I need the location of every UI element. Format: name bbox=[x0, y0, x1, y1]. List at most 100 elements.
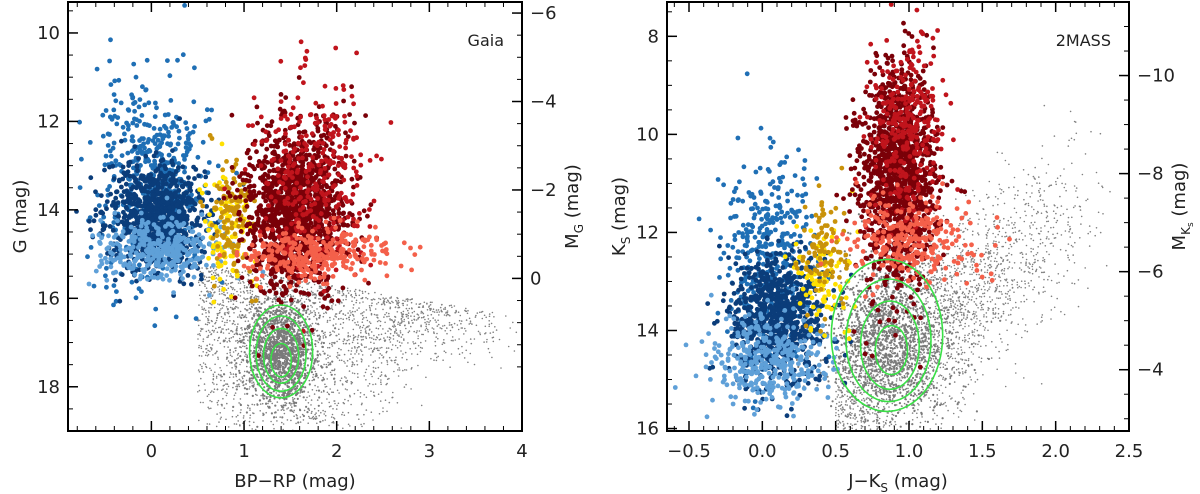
field-star-point bbox=[227, 426, 230, 428]
field-star-point bbox=[282, 428, 285, 431]
field-star-point bbox=[414, 342, 417, 345]
member-star-point bbox=[157, 132, 163, 138]
dense-star-point bbox=[283, 378, 286, 381]
field-star-point bbox=[345, 294, 348, 297]
field-star-point bbox=[201, 299, 204, 301]
field-star-point bbox=[372, 338, 375, 341]
member-star-point bbox=[141, 141, 147, 147]
dense-star-point bbox=[284, 306, 287, 309]
field-star-point bbox=[312, 415, 315, 418]
dense-star-point bbox=[271, 300, 274, 303]
dense-star-point bbox=[265, 397, 268, 400]
field-star-point bbox=[328, 405, 331, 408]
dense-star-point bbox=[271, 313, 275, 316]
field-star-point bbox=[434, 340, 437, 343]
field-star-point bbox=[231, 331, 234, 333]
field-star-point bbox=[206, 280, 208, 283]
field-star-point bbox=[212, 375, 215, 378]
field-star-point bbox=[298, 286, 300, 288]
dense-star-point bbox=[259, 368, 262, 371]
field-star-point bbox=[488, 313, 491, 315]
field-star-point bbox=[356, 347, 359, 349]
field-star-point bbox=[219, 326, 221, 329]
field-star-point bbox=[197, 369, 200, 371]
field-star-point bbox=[289, 293, 292, 296]
field-star-point bbox=[397, 321, 400, 324]
dense-star-point bbox=[291, 350, 294, 353]
dense-star-point bbox=[256, 373, 259, 376]
dense-star-point bbox=[244, 331, 248, 335]
field-star-point bbox=[233, 423, 236, 425]
field-star-point bbox=[420, 324, 422, 327]
field-star-point bbox=[201, 367, 203, 370]
field-star-point bbox=[225, 328, 228, 331]
dense-star-point bbox=[258, 306, 261, 309]
field-star-point bbox=[368, 321, 371, 323]
field-star-point bbox=[246, 335, 248, 338]
field-star-point bbox=[440, 309, 443, 312]
field-star-point bbox=[354, 288, 357, 291]
field-star-point bbox=[367, 326, 369, 328]
field-star-point bbox=[353, 363, 356, 366]
field-star-point bbox=[411, 298, 413, 301]
field-star-point bbox=[220, 308, 222, 310]
field-star-point bbox=[388, 401, 391, 404]
field-star-point bbox=[218, 281, 220, 284]
dense-star-point bbox=[301, 320, 304, 323]
member-star-point bbox=[193, 316, 199, 321]
dense-star-point bbox=[253, 366, 256, 369]
field-star-point bbox=[481, 310, 484, 313]
field-star-point bbox=[491, 336, 494, 339]
field-star-point bbox=[226, 292, 229, 294]
member-star-point bbox=[120, 199, 126, 205]
field-star-point bbox=[215, 272, 217, 274]
dense-star-point bbox=[299, 409, 302, 412]
field-star-point bbox=[491, 311, 494, 314]
field-star-point bbox=[344, 314, 347, 317]
field-star-point bbox=[222, 317, 224, 320]
field-star-point bbox=[336, 404, 338, 407]
field-star-point bbox=[239, 334, 242, 336]
member-star-point bbox=[163, 125, 169, 131]
field-star-point bbox=[199, 297, 202, 300]
field-star-point bbox=[351, 381, 354, 384]
field-star-point bbox=[394, 315, 396, 318]
member-star-point bbox=[93, 189, 98, 195]
member-star-point bbox=[176, 188, 182, 193]
dense-star-point bbox=[329, 363, 332, 366]
field-star-point bbox=[448, 321, 451, 324]
field-star-point bbox=[205, 276, 208, 279]
dense-star-point bbox=[248, 377, 251, 380]
field-star-point bbox=[246, 304, 248, 307]
field-star-point bbox=[437, 337, 439, 340]
member-star-point bbox=[111, 92, 117, 97]
dense-star-point bbox=[279, 339, 282, 342]
member-star-point bbox=[113, 195, 119, 201]
field-star-point bbox=[239, 411, 242, 414]
field-star-point bbox=[209, 367, 211, 370]
member-star-point bbox=[98, 210, 103, 216]
field-star-point bbox=[360, 331, 362, 334]
member-star-point bbox=[144, 57, 150, 63]
field-star-point bbox=[353, 290, 356, 293]
field-star-point bbox=[324, 331, 326, 334]
field-star-point bbox=[209, 276, 211, 279]
dense-star-point bbox=[266, 324, 269, 327]
dense-star-point bbox=[297, 421, 300, 424]
dense-star-point bbox=[245, 347, 248, 350]
field-star-point bbox=[409, 348, 412, 350]
field-star-point bbox=[233, 312, 235, 314]
field-star-point bbox=[329, 307, 332, 310]
field-star-point bbox=[310, 399, 313, 401]
field-star-point bbox=[259, 279, 262, 282]
dense-star-point bbox=[295, 401, 298, 404]
field-star-point bbox=[231, 355, 233, 358]
field-star-point bbox=[425, 376, 427, 379]
field-star-point bbox=[241, 333, 244, 335]
field-star-point bbox=[318, 287, 321, 289]
member-star-point bbox=[168, 141, 174, 147]
dense-star-point bbox=[261, 341, 265, 344]
member-star-point bbox=[123, 181, 129, 187]
dense-star-point bbox=[285, 332, 288, 336]
member-star-point bbox=[111, 140, 117, 146]
